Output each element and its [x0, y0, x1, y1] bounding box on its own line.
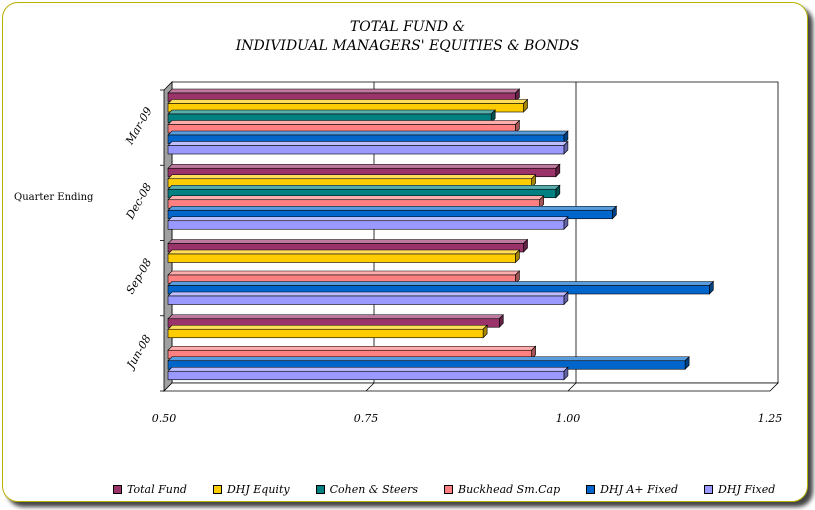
y-category-label: Mar-09 [123, 105, 155, 148]
legend-label: DHJ Equity [226, 482, 290, 496]
bar-top [167, 195, 545, 201]
gridline-floor [567, 382, 577, 392]
plot-floor [163, 382, 779, 392]
bar-top [167, 109, 496, 115]
bar-top [167, 120, 521, 125]
bar-top [167, 281, 715, 286]
x-tick-label: 1.00 [556, 412, 581, 425]
bar [167, 220, 565, 230]
legend-item: Cohen & Steers [315, 482, 418, 496]
legend-item: Buckhead Sm.Cap [443, 482, 561, 496]
chart-title-line-2: INDIVIDUAL MANAGERS' EQUITIES & BONDS [235, 38, 580, 54]
bar-top [167, 324, 488, 330]
x-tick-label: 0.50 [152, 412, 177, 425]
bar [167, 328, 484, 339]
x-tick-label: 0.75 [354, 412, 379, 425]
y-category-label: Jun-08 [123, 333, 153, 373]
legend-swatch [443, 484, 453, 494]
bar-top [167, 174, 537, 180]
bar-top [167, 366, 569, 372]
legend-label: DHJ A+ Fixed [600, 482, 679, 496]
legend-label: Total Fund [127, 482, 187, 496]
legend-swatch [315, 484, 325, 494]
legend-item: DHJ Equity [212, 482, 290, 496]
legend-swatch [113, 484, 122, 494]
bar-top [167, 88, 521, 94]
chart-title-line-1: TOTAL FUND & [349, 19, 466, 35]
bar-top [167, 163, 561, 169]
y-category-label: Sep-08 [124, 256, 155, 296]
bar-top [167, 345, 537, 351]
legend: Total Fund DHJ Equity Cohen & Steers Buckhe… [113, 480, 793, 498]
y-category-label: Dec-08 [123, 181, 154, 222]
bar-top [167, 205, 618, 211]
bar-top [167, 99, 529, 104]
legend-label: DHJ Fixed [718, 482, 776, 496]
bar [167, 253, 516, 263]
bar-top [167, 130, 569, 136]
legend-item: Total Fund [113, 483, 187, 496]
bar-top [167, 291, 569, 297]
legend-item: DHJ A+ Fixed [586, 483, 678, 496]
legend-label: Buckhead Sm.Cap [457, 482, 561, 496]
bar-top [167, 314, 505, 320]
legend-item: DHJ Fixed [704, 483, 775, 496]
bar-top [167, 270, 521, 276]
legend-label: Cohen & Steers [329, 482, 418, 496]
legend-swatch [704, 484, 714, 494]
bar-top [167, 239, 529, 244]
bar [167, 295, 565, 305]
legend-swatch [586, 484, 596, 494]
y-axis-label: Quarter Ending [14, 192, 94, 203]
bar-top [167, 216, 569, 222]
bar [167, 370, 565, 381]
bar [167, 145, 565, 155]
bar-top [167, 356, 690, 362]
bar-top [167, 184, 561, 190]
gridline-floor [365, 382, 375, 392]
bar-top [167, 249, 521, 255]
legend-swatch [212, 484, 222, 494]
x-tick-label: 1.25 [758, 412, 783, 425]
bar-top [167, 141, 569, 146]
